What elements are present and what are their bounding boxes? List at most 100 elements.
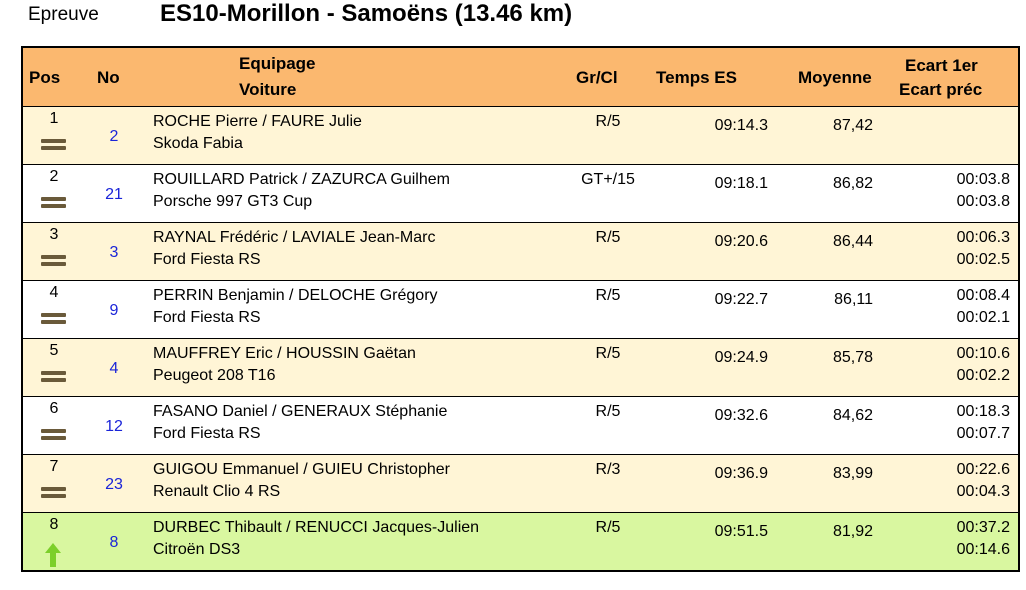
crew-name[interactable]: ROUILLARD Patrick / ZAZURCA Guilhem [153,171,450,188]
class-cell: R/5 [595,229,621,246]
car-model: Renault Clio 4 RS [153,483,281,500]
page-title-bar: Epreuve ES10-Morillon - Samoëns (13.46 k… [0,0,1026,40]
epreuve-label: Epreuve [28,4,99,25]
car-model: Ford Fiesta RS [153,251,261,268]
car-number-link[interactable]: 12 [105,418,123,435]
table-row: 3 3 RAYNAL Frédéric / LAVIALE Jean-Marc For… [23,223,1018,281]
position-cell: 6 [49,400,59,417]
class-cell: R/5 [595,345,621,362]
col-average-header: Moyenne [798,68,872,87]
car-number-link[interactable]: 9 [109,302,119,319]
average-speed: 86,82 [832,175,873,192]
col-car-header: Voiture [239,80,297,99]
stage-time: 09:51.5 [714,523,768,540]
average-speed: 81,92 [832,523,873,540]
crew-name[interactable]: ROCHE Pierre / FAURE Julie [153,113,362,130]
table-row: 1 2 ROCHE Pierre / FAURE Julie Skoda Fabia R… [23,107,1018,165]
equal-icon [41,313,66,329]
table-row: 4 9 PERRIN Benjamin / DELOCHE Grégory Ford … [23,281,1018,339]
position-cell: 7 [49,458,59,475]
average-speed: 86,44 [832,233,873,250]
class-cell: R/5 [595,287,621,304]
equal-icon [41,139,66,155]
crew-name[interactable]: DURBEC Thibault / RENUCCI Jacques-Julien [153,519,480,536]
position-cell: 5 [49,342,59,359]
gap-prev: 00:03.8 [956,193,1010,210]
crew-name[interactable]: RAYNAL Frédéric / LAVIALE Jean-Marc [153,229,436,246]
col-pos-header: Pos [29,68,61,87]
crew-name[interactable]: FASANO Daniel / GENERAUX Stéphanie [153,403,448,420]
class-cell: R/5 [595,519,621,536]
gap-first: 00:03.8 [956,171,1010,188]
gap-first: 00:08.4 [956,287,1010,304]
average-speed: 84,62 [832,407,873,424]
gap-prev: 00:14.6 [956,541,1010,558]
col-gap-prev-header: Ecart préc [899,80,983,99]
gap-prev: 00:02.1 [956,309,1010,326]
gap-first: 00:37.2 [956,519,1010,536]
stage-title: ES10-Morillon - Samoëns (13.46 km) [160,0,573,27]
table-row: 6 12 FASANO Daniel / GENERAUX Stéphanie For… [23,397,1018,455]
position-cell: 8 [49,516,59,533]
car-model: Peugeot 208 T16 [153,367,276,384]
car-number-link[interactable]: 2 [109,128,119,145]
car-number-link[interactable]: 23 [105,476,123,493]
table-row: 7 23 GUIGOU Emmanuel / GUIEU Christopher Re… [23,455,1018,513]
col-time-header: Temps ES [656,68,737,87]
class-cell: R/5 [595,403,621,420]
table-row: 8 8 DURBEC Thibault / RENUCCI Jacques-Juli… [23,513,1018,570]
average-speed: 86,11 [834,291,873,308]
average-speed: 83,99 [832,465,873,482]
position-cell: 1 [49,110,59,127]
table-body: 1 2 ROCHE Pierre / FAURE Julie Skoda Fabia R… [23,107,1018,570]
equal-icon [41,197,66,213]
car-model: Skoda Fabia [153,135,243,152]
car-number-link[interactable]: 4 [109,360,119,377]
equal-icon [41,371,66,387]
col-no-header: No [97,68,120,87]
table-header: Pos No Equipage Voiture Gr/Cl Temps ES M… [23,48,1018,107]
crew-name[interactable]: PERRIN Benjamin / DELOCHE Grégory [153,287,438,304]
position-cell: 4 [49,284,59,301]
class-cell: R/5 [595,113,621,130]
equal-icon [41,487,66,503]
car-number-link[interactable]: 21 [105,186,123,203]
gap-prev: 00:07.7 [956,425,1010,442]
gap-prev: 00:02.5 [956,251,1010,268]
gap-prev: 00:02.2 [956,367,1010,384]
class-cell: R/3 [595,461,621,478]
table-row: 5 4 MAUFFREY Eric / HOUSSIN Gaëtan Peugeot … [23,339,1018,397]
crew-name[interactable]: GUIGOU Emmanuel / GUIEU Christopher [153,461,450,478]
class-cell: GT+/15 [581,171,635,188]
col-crew-header: Equipage [239,54,316,73]
arrow-up-icon [45,543,61,567]
equal-icon [41,429,66,445]
stage-time: 09:32.6 [714,407,768,424]
car-number-link[interactable]: 3 [109,244,119,261]
gap-first: 00:22.6 [956,461,1010,478]
gap-first: 00:10.6 [956,345,1010,362]
table-row: 2 21 ROUILLARD Patrick / ZAZURCA Guilhem Po… [23,165,1018,223]
gap-prev: 00:04.3 [956,483,1010,500]
col-class-header: Gr/Cl [576,68,618,87]
gap-first: 00:18.3 [956,403,1010,420]
stage-time: 09:24.9 [714,349,768,366]
position-cell: 2 [49,168,59,185]
stage-time: 09:36.9 [714,465,768,482]
average-speed: 85,78 [832,349,873,366]
car-model: Citroën DS3 [153,541,241,558]
stage-time: 09:22.7 [714,291,768,308]
car-model: Porsche 997 GT3 Cup [153,193,313,210]
car-model: Ford Fiesta RS [153,425,261,442]
col-gap-first-header: Ecart 1er [905,56,978,75]
equal-icon [41,255,66,271]
stage-time: 09:18.1 [714,175,768,192]
position-cell: 3 [49,226,59,243]
car-model: Ford Fiesta RS [153,309,261,326]
crew-name[interactable]: MAUFFREY Eric / HOUSSIN Gaëtan [153,345,416,362]
average-speed: 87,42 [832,117,873,134]
stage-time: 09:20.6 [714,233,768,250]
stage-time: 09:14.3 [714,117,768,134]
car-number-link[interactable]: 8 [109,534,119,551]
results-table: Pos No Equipage Voiture Gr/Cl Temps ES M… [21,46,1020,572]
